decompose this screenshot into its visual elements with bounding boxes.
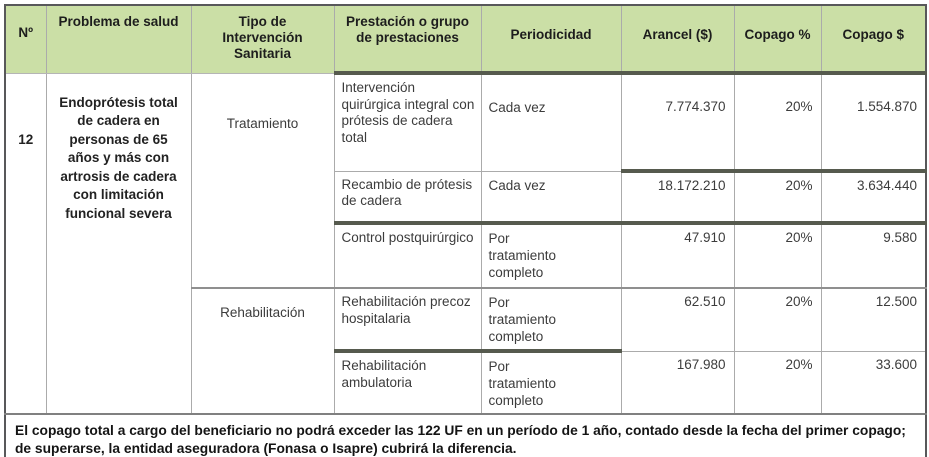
cell-group-tratamiento: Tratamiento bbox=[190, 72, 335, 289]
footer-note: El copago total a cargo del beneficiario… bbox=[4, 413, 927, 457]
cell-arancel: 18.172.210 bbox=[620, 169, 735, 224]
cell-copago-monto: 33.600 bbox=[820, 350, 927, 415]
cell-prestacion: Control postquirúrgico bbox=[333, 221, 482, 289]
cell-copago-monto: 3.634.440 bbox=[820, 169, 927, 224]
cell-prestacion: Recambio de prótesis de cadera bbox=[333, 170, 482, 224]
cell-problem-name: Endoprótesis total de cadera en personas… bbox=[45, 72, 192, 415]
table-row: Rehabilitación ambulatoria Por tratamien… bbox=[5, 349, 927, 415]
cell-copago-pct: 20% bbox=[733, 169, 822, 224]
cell-prestacion: Rehabilitación precoz hospitalaria bbox=[333, 287, 482, 352]
cell-copago-pct: 20% bbox=[733, 71, 822, 172]
cell-arancel: 167.980 bbox=[620, 350, 735, 415]
table-row: 12 Endoprótesis total de cadera en perso… bbox=[4, 71, 927, 415]
cell-prestacion: Rehabilitación ambulatoria bbox=[333, 349, 482, 415]
cell-periodicidad: Por tratamiento completo bbox=[480, 349, 622, 415]
header-periodicidad: Periodicidad bbox=[480, 4, 622, 74]
cell-copago-pct: 20% bbox=[733, 287, 822, 352]
table-row: Rehabilitación Rehabilitación precoz hos… bbox=[5, 287, 927, 415]
cell-arancel: 62.510 bbox=[620, 287, 735, 352]
header-arancel: Arancel ($) bbox=[620, 4, 735, 74]
cell-group-rehabilitacion: Rehabilitación bbox=[190, 287, 335, 415]
cell-copago-monto: 1.554.870 bbox=[820, 71, 927, 172]
cell-copago-pct: 20% bbox=[733, 350, 822, 415]
benefits-table: Nº Problema de salud Tipo de Intervenció… bbox=[4, 4, 927, 457]
cell-periodicidad: Cada vez bbox=[480, 71, 622, 172]
cell-periodicidad: Por tratamiento completo bbox=[480, 287, 622, 352]
header-copago-pct: Copago % bbox=[733, 4, 822, 74]
cell-copago-monto: 12.500 bbox=[820, 287, 927, 352]
footer-row: El copago total a cargo del beneficiario… bbox=[4, 413, 927, 457]
cell-periodicidad: Por tratamiento completo bbox=[480, 221, 622, 289]
header-numero: Nº bbox=[4, 4, 47, 74]
cell-prestacion: Intervención quirúrgica integral con pró… bbox=[333, 71, 482, 172]
header-tipo-intervencion: Tipo de Intervención Sanitaria bbox=[190, 4, 335, 74]
header-problema-salud: Problema de salud bbox=[45, 4, 192, 74]
cell-problem-number: 12 bbox=[4, 72, 47, 415]
cell-copago-pct: 20% bbox=[733, 221, 822, 289]
header-copago-monto: Copago $ bbox=[820, 4, 927, 74]
table-row: Control postquirúrgico Por tratamiento c… bbox=[5, 221, 927, 289]
header-prestacion: Prestación o grupo de prestaciones bbox=[333, 4, 482, 74]
cell-arancel: 7.774.370 bbox=[620, 71, 735, 172]
table-header-row: Nº Problema de salud Tipo de Intervenció… bbox=[4, 4, 927, 74]
cell-copago-monto: 9.580 bbox=[820, 221, 927, 289]
table-row: Recambio de prótesis de cadera Cada vez … bbox=[5, 169, 927, 224]
cell-arancel: 47.910 bbox=[620, 221, 735, 289]
cell-periodicidad: Cada vez bbox=[480, 170, 622, 224]
